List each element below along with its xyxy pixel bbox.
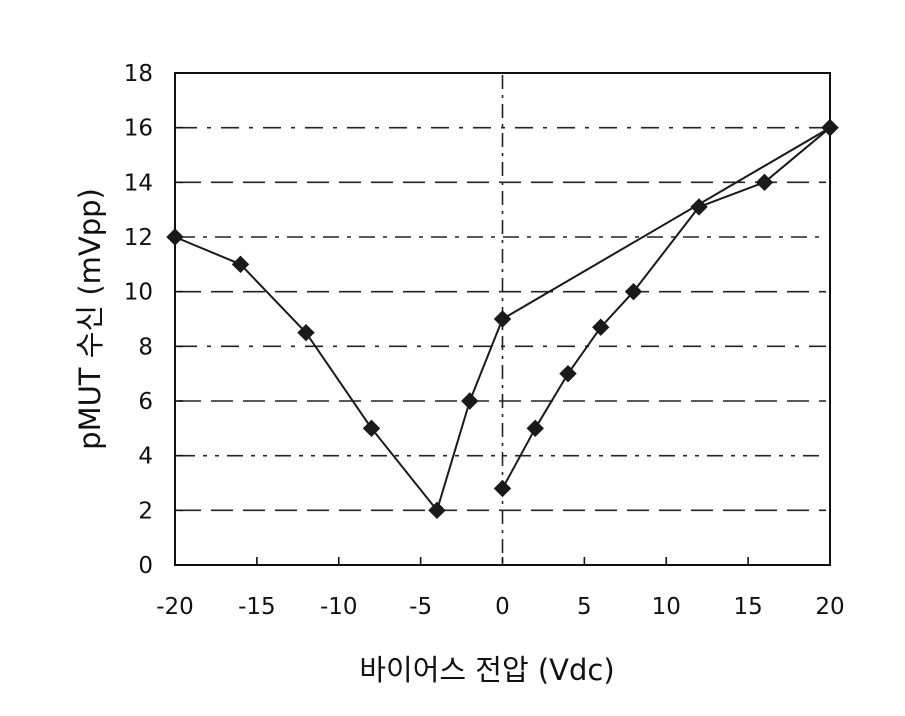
x-tick-label: -15 [238, 594, 276, 620]
x-tick-label: -20 [156, 594, 194, 620]
y-tick-label: 2 [138, 498, 153, 524]
x-axis-label: 바이어스 전압 (Vdc) [359, 653, 614, 687]
y-tick-label: 10 [124, 280, 153, 306]
y-axis-label: pMUT 수신 (mVpp) [73, 188, 107, 450]
x-tick-label: 5 [577, 594, 592, 620]
x-tick-label: -10 [320, 594, 358, 620]
x-tick-label: 20 [815, 594, 844, 620]
x-tick-label: 15 [733, 594, 762, 620]
y-tick-label: 4 [138, 444, 153, 470]
y-tick-label: 16 [124, 116, 153, 142]
y-tick-label: 18 [124, 61, 153, 87]
y-tick-label: 8 [138, 334, 153, 360]
data-point [495, 480, 511, 496]
x-tick-label: 10 [652, 594, 681, 620]
y-tick-label: 6 [138, 389, 153, 415]
data-point [167, 229, 183, 245]
y-tick-label: 12 [124, 225, 153, 251]
y-tick-label: 14 [124, 170, 153, 196]
y-tick-label: 0 [138, 553, 153, 579]
data-point [495, 311, 511, 327]
data-point [462, 393, 478, 409]
x-tick-label: -5 [409, 594, 432, 620]
data-point [560, 366, 576, 382]
tick-layer: 0 2 4 6 8 10 12 14 16 18 -20 -15 -10 -5 0 5 10 15 20 [124, 61, 845, 620]
x-tick-label: 0 [495, 594, 510, 620]
data-point [527, 420, 543, 436]
